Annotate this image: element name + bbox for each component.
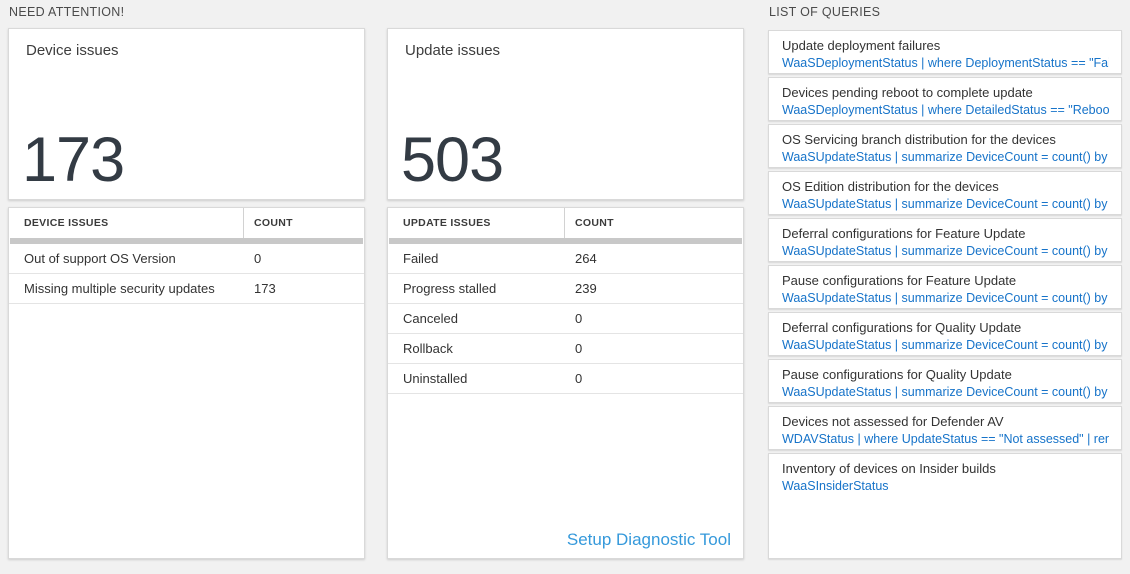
device-issues-table: DEVICE ISSUES COUNT Out of support OS Ve… [8, 207, 365, 559]
query-kql-link: WDAVStatus | where UpdateStatus == "Not … [782, 432, 1109, 446]
query-list-item[interactable]: Devices not assessed for Defender AV WDA… [768, 406, 1122, 450]
query-list-item[interactable]: Pause configurations for Feature Update … [768, 265, 1122, 309]
row-label: Out of support OS Version [24, 251, 176, 266]
queries-list: Update deployment failures WaaSDeploymen… [768, 30, 1122, 559]
device-issues-table-body: Out of support OS Version 0 Missing mult… [9, 244, 364, 304]
query-title: Devices pending reboot to complete updat… [782, 85, 1033, 100]
device-issues-column-header[interactable]: DEVICE ISSUES [9, 208, 244, 238]
row-label: Canceled [403, 311, 458, 326]
update-issues-table: UPDATE ISSUES COUNT Failed 264 Progress … [387, 207, 744, 559]
row-count: 0 [575, 371, 583, 386]
count-column-header[interactable]: COUNT [254, 217, 293, 229]
count-column-header[interactable]: COUNT [575, 217, 614, 229]
query-title: Deferral configurations for Feature Upda… [782, 226, 1026, 241]
query-title: Deferral configurations for Quality Upda… [782, 320, 1022, 335]
update-issues-column-header[interactable]: UPDATE ISSUES [388, 208, 565, 238]
query-list-item[interactable]: Devices pending reboot to complete updat… [768, 77, 1122, 121]
query-list-item[interactable]: OS Servicing branch distribution for the… [768, 124, 1122, 168]
need-attention-header: NEED ATTENTION! [9, 5, 125, 19]
device-issues-table-header: DEVICE ISSUES COUNT [9, 208, 364, 238]
row-count: 264 [575, 251, 597, 266]
query-list-item[interactable]: Deferral configurations for Quality Upda… [768, 312, 1122, 356]
query-list-item[interactable]: Update deployment failures WaaSDeploymen… [768, 30, 1122, 74]
row-label: Uninstalled [403, 371, 468, 386]
row-count: 0 [575, 311, 583, 326]
query-title: OS Servicing branch distribution for the… [782, 132, 1056, 147]
table-row[interactable]: Failed 264 [388, 244, 743, 274]
query-title: Devices not assessed for Defender AV [782, 414, 1004, 429]
update-issues-count: 503 [401, 124, 504, 195]
query-kql-link: WaaSUpdateStatus | summarize DeviceCount… [782, 338, 1109, 352]
list-of-queries-header: LIST OF QUERIES [769, 5, 881, 19]
device-issues-tile[interactable]: Device issues 173 [8, 28, 365, 200]
horizontal-scrollbar[interactable] [389, 238, 742, 244]
query-title: Pause configurations for Quality Update [782, 367, 1012, 382]
query-kql-link: WaaSUpdateStatus | summarize DeviceCount… [782, 197, 1109, 211]
query-list-item[interactable]: Deferral configurations for Feature Upda… [768, 218, 1122, 262]
query-kql-link: WaaSDeploymentStatus | where DetailedSta… [782, 103, 1109, 117]
query-title: Update deployment failures [782, 38, 941, 53]
device-issues-count: 173 [22, 124, 125, 195]
query-kql-link: WaaSUpdateStatus | summarize DeviceCount… [782, 150, 1109, 164]
row-count: 0 [575, 341, 583, 356]
query-list-item[interactable]: OS Edition distribution for the devices … [768, 171, 1122, 215]
update-issues-table-header: UPDATE ISSUES COUNT [388, 208, 743, 238]
query-kql-link: WaaSUpdateStatus | summarize DeviceCount… [782, 385, 1109, 399]
setup-diagnostic-tool-link[interactable]: Setup Diagnostic Tool [566, 530, 731, 549]
row-label: Rollback [403, 341, 453, 356]
row-label: Failed [403, 251, 439, 266]
query-kql-link: WaaSUpdateStatus | summarize DeviceCount… [782, 244, 1109, 258]
row-count: 0 [254, 251, 262, 266]
row-count: 239 [575, 281, 597, 296]
query-kql-link: WaaSDeploymentStatus | where DeploymentS… [782, 56, 1109, 70]
horizontal-scrollbar[interactable] [10, 238, 363, 244]
update-issues-tile[interactable]: Update issues 503 [387, 28, 744, 200]
table-row[interactable]: Uninstalled 0 [388, 364, 743, 394]
update-issues-table-body: Failed 264 Progress stalled 239 Canceled… [388, 244, 743, 394]
device-issues-tile-title: Device issues [26, 42, 119, 59]
table-row[interactable]: Out of support OS Version 0 [9, 244, 364, 274]
row-count: 173 [254, 281, 276, 296]
row-label: Missing multiple security updates [24, 281, 215, 296]
table-row[interactable]: Missing multiple security updates 173 [9, 274, 364, 304]
table-row[interactable]: Rollback 0 [388, 334, 743, 364]
update-issues-tile-title: Update issues [405, 42, 501, 59]
query-list-item[interactable]: Inventory of devices on Insider builds W… [768, 453, 1122, 559]
table-row[interactable]: Progress stalled 239 [388, 274, 743, 304]
query-list-item[interactable]: Pause configurations for Quality Update … [768, 359, 1122, 403]
query-title: Inventory of devices on Insider builds [782, 461, 996, 476]
query-title: OS Edition distribution for the devices [782, 179, 999, 194]
query-title: Pause configurations for Feature Update [782, 273, 1017, 288]
query-kql-link: WaaSInsiderStatus [782, 479, 889, 493]
query-kql-link: WaaSUpdateStatus | summarize DeviceCount… [782, 291, 1109, 305]
row-label: Progress stalled [403, 281, 497, 296]
table-row[interactable]: Canceled 0 [388, 304, 743, 334]
